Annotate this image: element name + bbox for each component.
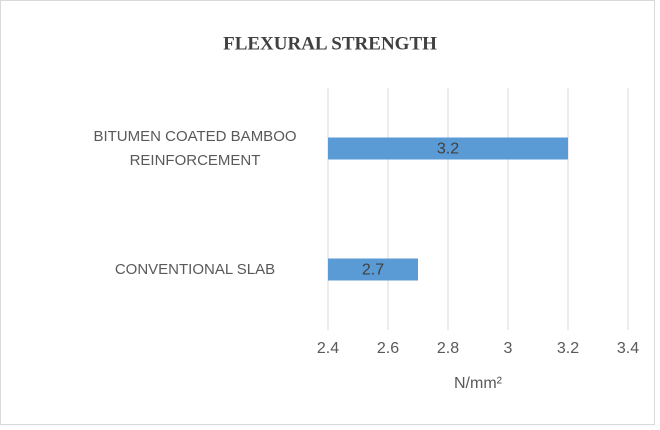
y-tick-label: BITUMEN COATED BAMBOO REINFORCEMENT xyxy=(93,127,297,169)
bar xyxy=(328,137,568,160)
x-tick-label: 3 xyxy=(504,340,513,357)
data-label: 3.2 xyxy=(437,141,459,158)
x-tick-label: 3.2 xyxy=(557,340,579,357)
x-tick-label: 2.6 xyxy=(377,340,399,357)
y-tick-label: CONVENTIONAL SLAB xyxy=(114,260,276,278)
x-axis-label: N/mm² xyxy=(454,375,503,392)
x-tick-label: 2.4 xyxy=(317,340,339,357)
x-tick-label: 3.4 xyxy=(617,340,639,357)
data-label: 2.7 xyxy=(362,262,384,279)
x-tick-label: 2.8 xyxy=(437,340,459,357)
chart-title: FLEXURAL STRENGTH xyxy=(223,33,437,54)
bar xyxy=(328,258,418,281)
